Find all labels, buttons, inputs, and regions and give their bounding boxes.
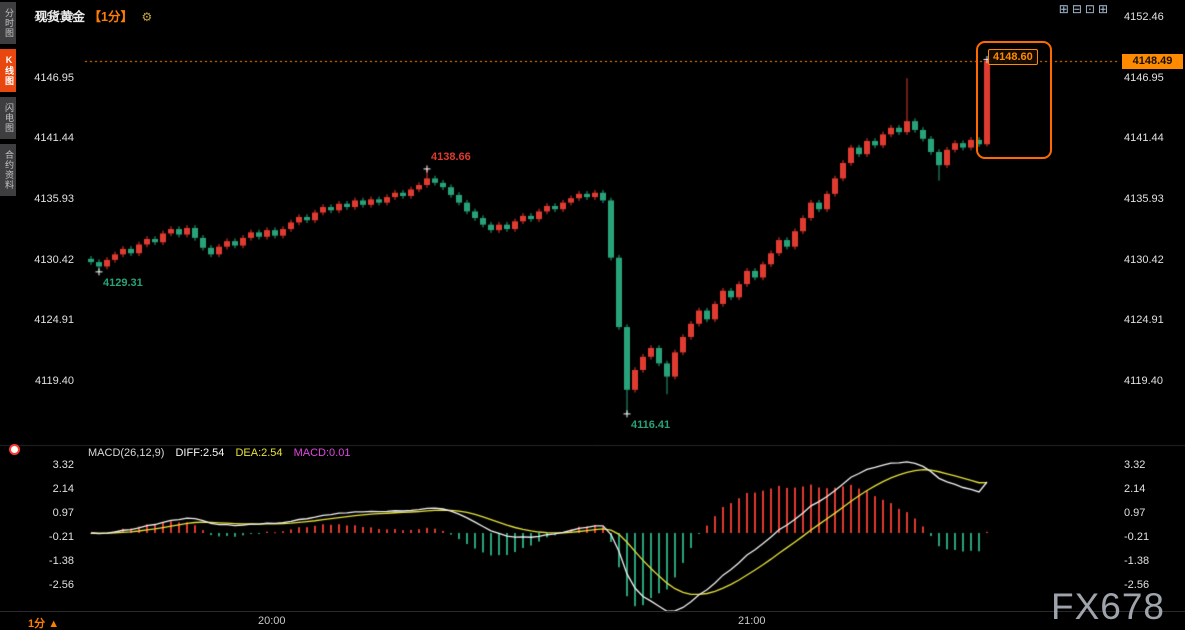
time-axis-bar: 1分 ▲ 20:00 21:00	[0, 611, 1185, 630]
timeframe-label: 【1分】	[88, 10, 133, 24]
macd-axis-label-left: 2.14	[52, 483, 74, 496]
price-axis-label-left: 4130.42	[34, 253, 74, 266]
symbol-name: 现货黄金	[35, 10, 86, 24]
price-extreme-annotation: 4116.41	[631, 418, 671, 431]
price-axis-label-left: 4146.95	[34, 71, 74, 84]
macd-title: MACD(26,12,9)	[88, 447, 165, 459]
period-arrow-icon: ▲	[48, 618, 60, 630]
layout-grid-icon[interactable]: ⊞	[1058, 2, 1069, 16]
price-extreme-annotation: 4129.31	[103, 276, 143, 289]
left-sidebar: 分时图 K线图 闪电图 合约资料	[0, 2, 16, 196]
macd-axis-label-right: -0.21	[1124, 531, 1150, 544]
layout-split-vertical-icon[interactable]: ⊡	[1084, 2, 1095, 16]
time-axis-label: 20:00	[258, 615, 286, 627]
macd-diff-value: DIFF:2.54	[175, 447, 225, 459]
period-selector[interactable]: 1分 ▲	[28, 618, 60, 630]
watermark: FX678	[1050, 586, 1165, 627]
price-axis-label-right: 4141.44	[1124, 132, 1164, 145]
macd-axis-label-right: -2.56	[1124, 579, 1150, 592]
price-extreme-annotation: 4138.66	[431, 150, 471, 163]
current-price-tag: 4148.49	[1122, 53, 1183, 69]
layout-split-horizontal-icon[interactable]: ⊟	[1071, 2, 1082, 16]
price-axis-label-right: 4152.46	[1124, 11, 1164, 23]
price-axis-label-left: 4135.93	[34, 193, 74, 205]
price-axis-label-left: 4124.91	[34, 314, 74, 327]
price-axis-label-left: 4119.40	[35, 375, 74, 387]
time-axis-label: 21:00	[738, 615, 766, 627]
macd-axis-label-left: -0.21	[48, 531, 74, 544]
macd-axis-label-right: 3.32	[1124, 459, 1146, 472]
macd-dea-value: DEA:2.54	[235, 447, 283, 459]
price-axis-label-right: 4130.42	[1124, 253, 1164, 266]
macd-axis-label-left: 3.32	[52, 459, 74, 472]
macd-axis-label-right: 0.97	[1124, 507, 1146, 520]
price-axis-label-right: 4124.91	[1124, 314, 1164, 327]
macd-axis-label-left: 0.97	[52, 507, 74, 520]
price-axis-label-right: 4146.95	[1124, 71, 1164, 84]
record-dot-icon[interactable]	[9, 444, 20, 455]
sidebar-tab-time-share[interactable]: 分时图	[0, 2, 16, 44]
price-axis-label-right: 4135.93	[1124, 193, 1164, 205]
macd-axis-label-right: -1.38	[1124, 555, 1150, 568]
price-axis-label-left: 4152.46	[34, 11, 74, 23]
price-axis-label-left: 4141.44	[34, 132, 74, 145]
settings-gear-icon[interactable]: ⚙	[141, 10, 153, 24]
macd-hist-value: MACD:0.01	[293, 447, 351, 459]
macd-indicator-header: MACD(26,12,9) DIFF:2.54 DEA:2.54 MACD:0.…	[88, 447, 350, 459]
layout-quad-icon[interactable]: ⊞	[1097, 2, 1108, 16]
macd-axis-label-left: -2.56	[48, 579, 74, 592]
sidebar-tab-kline[interactable]: K线图	[0, 49, 16, 92]
sidebar-tab-lightning[interactable]: 闪电图	[0, 97, 16, 139]
layout-icons-toolbar: ⊞ ⊟ ⊡ ⊞	[1059, 2, 1108, 16]
sidebar-tab-contract-info[interactable]: 合约资料	[0, 144, 16, 196]
price-axis-label-right: 4119.40	[1124, 375, 1163, 387]
macd-axis-label-left: -1.38	[48, 555, 74, 568]
chart-header: 现货黄金 【1分】 ⚙	[35, 6, 152, 25]
macd-axis-label-right: 2.14	[1124, 483, 1146, 496]
